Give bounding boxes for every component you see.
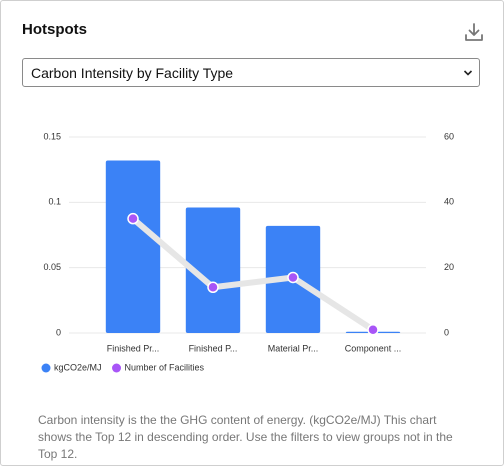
- line-point: [127, 212, 139, 225]
- line-point: [207, 281, 219, 294]
- select-value: Carbon Intensity by Facility Type: [31, 65, 234, 81]
- y2-tick-label: 40: [444, 197, 454, 207]
- y-tick-label: 0.05: [43, 262, 61, 272]
- card-title: Hotspots: [22, 21, 87, 38]
- download-button[interactable]: [463, 21, 485, 43]
- legend-marker: [41, 363, 51, 373]
- chart-select[interactable]: Carbon Intensity by Facility Type: [22, 58, 480, 87]
- y-tick-label: 0.1: [48, 197, 61, 207]
- y2-tick-label: 0: [444, 327, 449, 337]
- bar: [105, 160, 161, 333]
- bar: [185, 207, 241, 333]
- x-tick-label: Component ...: [345, 343, 402, 353]
- legend-label: kgCO2e/MJ: [54, 362, 102, 372]
- x-tick-label: Finished P...: [189, 343, 238, 353]
- x-tick-label: Finished Pr...: [107, 343, 160, 353]
- y-tick-label: 0.15: [43, 131, 61, 141]
- y-tick-label: 0: [56, 327, 61, 337]
- legend-marker: [112, 363, 122, 373]
- chevron: [463, 70, 473, 76]
- footnote: Carbon intensity is the the GHG content …: [38, 413, 453, 461]
- line: [130, 215, 376, 333]
- legend-label: Number of Facilities: [125, 362, 205, 372]
- y2-tick-label: 20: [444, 262, 454, 272]
- x-tick-label: Material Pr...: [268, 343, 319, 353]
- line-point: [367, 323, 379, 336]
- line-point: [287, 271, 299, 284]
- chart: 0 0.05 0.1 0.15 0 20 40 60 Finished Pr... Finishe…: [41, 131, 454, 373]
- y2-tick-label: 60: [444, 131, 454, 141]
